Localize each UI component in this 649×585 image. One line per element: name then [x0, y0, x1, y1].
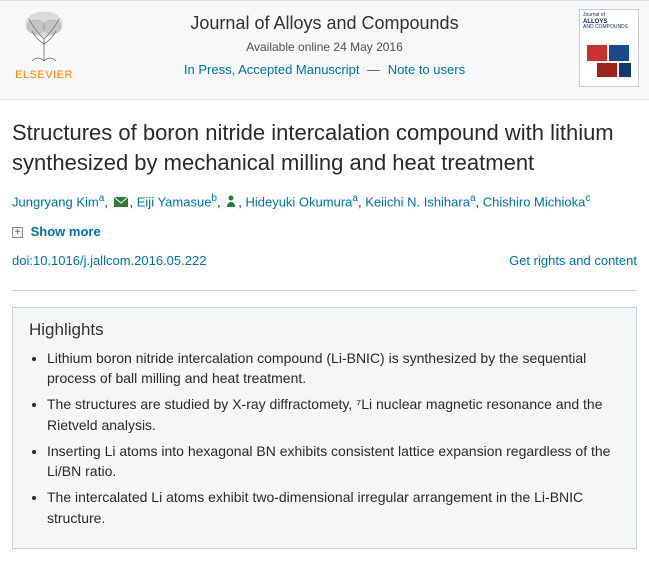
highlights-list: Lithium boron nitride intercalation comp… — [29, 348, 620, 528]
highlight-item: Lithium boron nitride intercalation comp… — [47, 348, 620, 389]
author-link[interactable]: Hideyuki Okumura — [245, 195, 352, 210]
publisher-logo[interactable]: ELSEVIER — [10, 9, 78, 81]
show-more-row: + Show more — [0, 222, 649, 249]
doi-link[interactable]: doi:10.1016/j.jallcom.2016.05.222 — [12, 253, 206, 268]
author-link[interactable]: Jungryang Kim — [12, 195, 99, 210]
note-to-users-link[interactable]: Note to users — [388, 62, 465, 77]
journal-cover-thumbnail[interactable]: Journal of ALLOYS AND COMPOUNDS — [579, 9, 639, 87]
highlight-item: The intercalated Li atoms exhibit two-di… — [47, 487, 620, 528]
highlights-title: Highlights — [29, 320, 620, 340]
section-divider — [12, 290, 637, 291]
in-press-row: In Press, Accepted Manuscript — Note to … — [78, 62, 571, 77]
rights-link[interactable]: Get rights and content — [509, 253, 637, 268]
corresponding-author-icon[interactable] — [114, 193, 128, 214]
highlight-item: The structures are studied by X-ray diff… — [47, 394, 620, 435]
highlights-box: Highlights Lithium boron nitride interca… — [12, 307, 637, 549]
show-more-button[interactable]: Show more — [31, 224, 101, 239]
author-profile-icon[interactable] — [226, 193, 236, 214]
publisher-name: ELSEVIER — [10, 69, 78, 81]
author-link[interactable]: Chishiro Michioka — [483, 195, 586, 210]
cover-line3: AND COMPOUNDS — [583, 25, 635, 31]
article-title: Structures of boron nitride intercalatio… — [0, 100, 649, 191]
author-link[interactable]: Eiji Yamasue — [137, 195, 212, 210]
highlight-item: Inserting Li atoms into hexagonal BN exh… — [47, 441, 620, 482]
author-list: Jungryang Kima, , Eiji Yamasueb, , Hidey… — [0, 191, 649, 221]
journal-info: Journal of Alloys and Compounds Availabl… — [78, 9, 571, 77]
elsevier-tree-icon — [14, 9, 74, 64]
dash-separator: — — [367, 62, 380, 77]
doi-row: doi:10.1016/j.jallcom.2016.05.222 Get ri… — [0, 249, 649, 282]
author-link[interactable]: Keiichi N. Ishihara — [365, 195, 470, 210]
in-press-link[interactable]: In Press, Accepted Manuscript — [184, 62, 360, 77]
available-online-text: Available online 24 May 2016 — [78, 40, 571, 54]
cover-graphic — [585, 43, 633, 81]
journal-header: ELSEVIER Journal of Alloys and Compounds… — [0, 0, 649, 100]
expand-icon[interactable]: + — [12, 227, 23, 238]
journal-title[interactable]: Journal of Alloys and Compounds — [78, 13, 571, 34]
author-affil[interactable]: c — [585, 193, 590, 204]
